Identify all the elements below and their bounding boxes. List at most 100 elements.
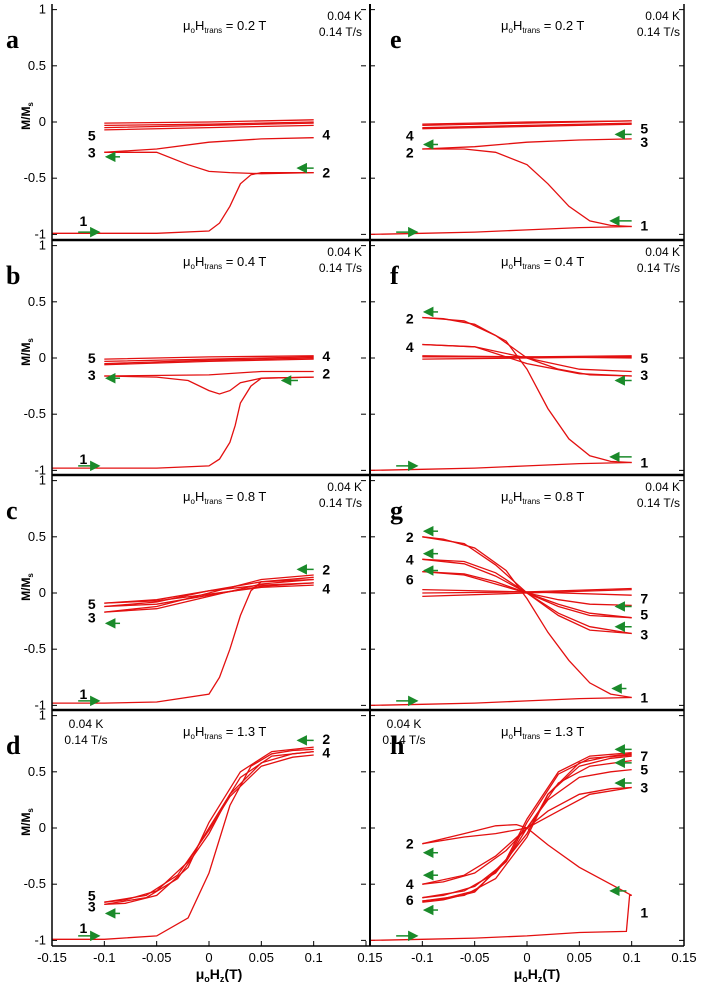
y-axis-title: M/Ms	[19, 102, 35, 130]
sweep-rate-label: 0.14 T/s	[319, 496, 362, 510]
field-label: μoHtrans = 1.3 T	[183, 724, 266, 741]
y-tick-label: -1	[34, 226, 46, 241]
curve-number-label: 3	[88, 610, 96, 626]
curve-number-label: 3	[88, 899, 96, 915]
temperature-label: 0.04 K	[645, 245, 680, 259]
y-tick-label: -0.5	[24, 641, 46, 656]
x-tick-label: 0.05	[567, 950, 592, 965]
magnetization-curve	[104, 578, 314, 613]
sweep-rate-label: 0.14 T/s	[319, 25, 362, 39]
magnetization-curve	[369, 894, 632, 942]
magnetization-curve	[422, 355, 632, 359]
temperature-label: 0.04 K	[645, 480, 680, 494]
y-tick-label: 0.5	[28, 529, 46, 544]
panel-b: 1 0.5 0 -0.5 -1 M/Ms b μoHtrans = 0.4 T 0.04 K 0.…	[6, 238, 366, 477]
curve-number-label: 4	[406, 339, 414, 355]
magnetization-curve	[422, 536, 632, 699]
magnetization-curve	[422, 823, 633, 896]
magnetization-curve	[104, 137, 314, 153]
y-tick-label: 0	[39, 820, 46, 835]
panel-g: g μoHtrans = 0.8 T 0.04 K 0.14 T/s 1 2 3 4 5 6 7	[369, 480, 684, 707]
x-tick-label: 0	[205, 950, 212, 965]
magnetization-curve	[422, 316, 632, 377]
sweep-rate-label: 0.14 T/s	[382, 733, 425, 747]
magnetization-curve	[422, 536, 632, 635]
magnetization-curve	[104, 122, 314, 129]
magnetization-curve	[52, 171, 314, 234]
x-tick-label: 0.15	[671, 950, 696, 965]
curve-number-label: 4	[406, 876, 414, 892]
panel-c: 1 0.5 0 -0.5 -1 M/Ms c μoHtrans = 0.8 T 0.04 K 0.…	[6, 473, 366, 712]
y-tick-label: 0.5	[28, 58, 46, 73]
magnetization-curve	[104, 375, 314, 395]
x-tick-label: 0	[523, 950, 530, 965]
sweep-rate-label: 0.14 T/s	[637, 261, 680, 275]
magnetization-curve	[104, 355, 314, 360]
curve-number-label: 5	[88, 127, 96, 143]
magnetization-curve	[104, 121, 314, 127]
x-axis-title: μoHz(T)	[196, 966, 243, 984]
panel-letter: f	[390, 261, 399, 290]
curve-number-label: 5	[640, 121, 648, 137]
magnetization-curve	[422, 316, 632, 464]
y-tick-label: 0	[39, 585, 46, 600]
sweep-rate-label: 0.14 T/s	[637, 25, 680, 39]
x-tick-label: 0.05	[249, 950, 274, 965]
curve-number-label: 4	[322, 745, 330, 761]
curve-number-label: 2	[322, 165, 330, 181]
magnetization-curve	[104, 750, 314, 903]
curve-number-label: 2	[406, 144, 414, 160]
panel-letter: h	[390, 731, 405, 760]
curve-number-label: 5	[88, 596, 96, 612]
curve-number-label: 5	[640, 762, 648, 778]
curve-number-label: 2	[322, 731, 330, 747]
temperature-label: 0.04 K	[327, 9, 362, 23]
magnetization-curve	[104, 582, 314, 608]
y-tick-label: 1	[39, 473, 46, 488]
x-tick-label: -0.15	[37, 950, 67, 965]
temperature-label: 0.04 K	[327, 480, 362, 494]
magnetization-curve	[52, 748, 314, 940]
magnetization-curve	[104, 584, 314, 604]
curve-number-label: 3	[88, 367, 96, 383]
axes-layer: -0.15 -0.1 -0.05 0 0.05 0.1 0.15 -0.1 -0.05 0 0.05…	[37, 4, 697, 984]
curve-number-label: 2	[406, 529, 414, 545]
field-label: μoHtrans = 0.2 T	[183, 18, 266, 35]
curve-number-label: 5	[88, 350, 96, 366]
magnetization-curve	[104, 754, 314, 903]
magnetization-curve	[422, 752, 632, 903]
y-tick-label: 1	[39, 708, 46, 723]
magnetization-curve	[104, 356, 314, 363]
temperature-label: 0.04 K	[327, 245, 362, 259]
curve-number-label: 3	[640, 367, 648, 383]
curve-number-label: 6	[406, 572, 414, 588]
curve-number-label: 2	[322, 366, 330, 382]
magnetization-curve	[104, 151, 314, 175]
magnetization-curve	[422, 570, 632, 607]
curve-number-label: 3	[640, 627, 648, 643]
y-tick-label: 0	[39, 114, 46, 129]
temperature-label: 0.04 K	[645, 9, 680, 23]
curve-number-label: 4	[406, 127, 414, 143]
field-label: μoHtrans = 0.8 T	[501, 489, 584, 506]
panel-letter: c	[6, 496, 18, 525]
curve-number-label: 2	[406, 836, 414, 852]
panel-a: 1 0.5 0 -0.5 -1 M/Ms a μoHtrans = 0.2 T 0.04 K 0.…	[6, 2, 366, 241]
curve-number-label: 4	[406, 551, 414, 567]
magnetization-curve	[422, 120, 632, 125]
magnetization-curve	[104, 119, 314, 124]
magnetization-curve	[422, 558, 632, 635]
curve-number-label: 4	[322, 581, 330, 597]
panel-e: e μoHtrans = 0.2 T 0.04 K 0.14 T/s 1 2 3 4 5	[369, 9, 684, 238]
magnetization-curve	[52, 376, 314, 469]
curve-number-label: 1	[80, 213, 88, 229]
y-tick-label: 0.5	[28, 294, 46, 309]
y-tick-label: 1	[39, 238, 46, 253]
magnetization-curve	[104, 574, 314, 613]
curve-number-label: 1	[640, 455, 648, 471]
x-tick-label: -0.1	[411, 950, 433, 965]
curve-number-label: 3	[640, 780, 648, 796]
panel-f: f μoHtrans = 0.4 T 0.04 K 0.14 T/s 1 2 3 4 5	[369, 245, 684, 472]
panel-letter: e	[390, 25, 402, 54]
